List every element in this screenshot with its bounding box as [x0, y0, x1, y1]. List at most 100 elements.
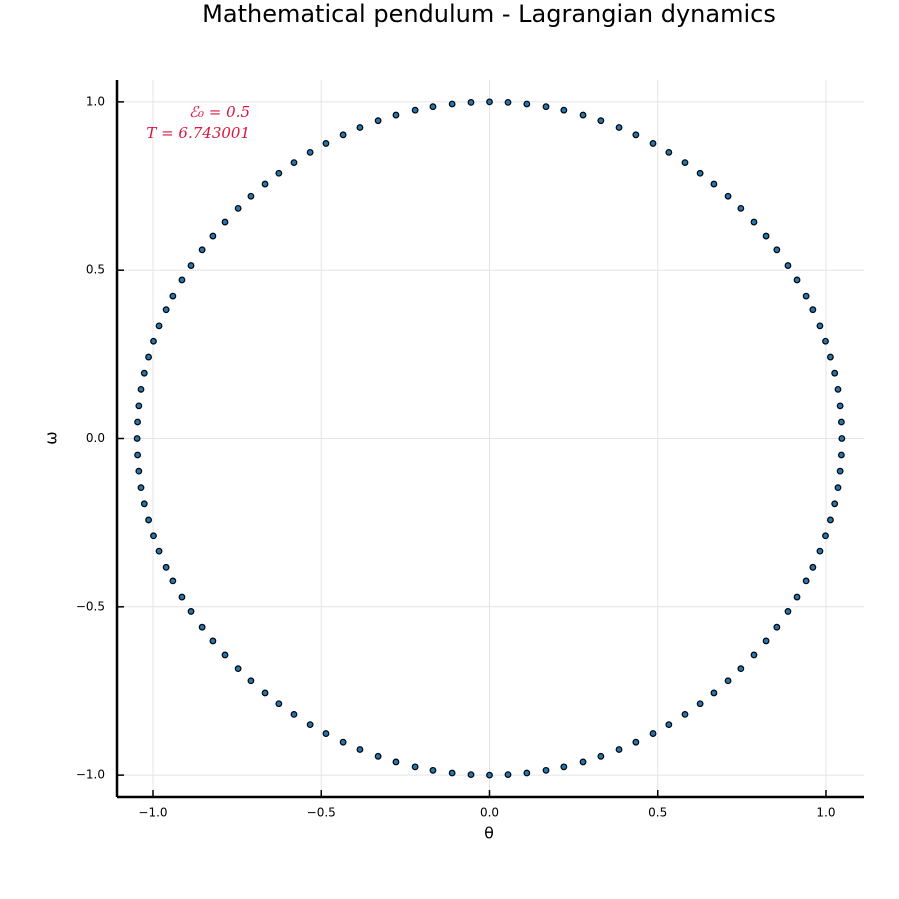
point [784, 262, 792, 269]
point [486, 98, 493, 106]
y-tick-label: 0.5 [86, 263, 105, 277]
point [306, 721, 314, 729]
point [374, 752, 382, 760]
point [234, 665, 242, 673]
point [665, 148, 673, 156]
point [187, 262, 195, 269]
point [275, 700, 283, 708]
point [681, 159, 689, 167]
point [665, 721, 673, 729]
point [322, 140, 330, 147]
point [306, 148, 314, 156]
x-tick-label: 0.0 [480, 806, 499, 820]
point [339, 131, 347, 139]
point [221, 218, 229, 226]
y-axis-label: ω [42, 431, 61, 444]
point [834, 484, 842, 492]
point [411, 763, 419, 771]
point [162, 563, 170, 571]
point [827, 353, 834, 361]
point [560, 106, 568, 114]
point [696, 169, 704, 177]
point [145, 516, 152, 524]
point [198, 623, 206, 631]
point [356, 746, 364, 753]
chart-title: Mathematical pendulum - Lagrangian dynam… [202, 0, 776, 28]
x-tick-label: −1.0 [138, 806, 167, 820]
point [809, 563, 817, 571]
point [632, 738, 640, 746]
point [816, 322, 824, 330]
x-tick-label: 1.0 [816, 806, 835, 820]
point [169, 577, 177, 585]
point [784, 608, 792, 615]
point [615, 124, 623, 131]
point [134, 451, 141, 459]
point [523, 100, 531, 108]
point [429, 766, 437, 774]
point [322, 730, 330, 737]
point [137, 484, 145, 492]
point [737, 204, 745, 212]
point [504, 98, 512, 106]
point [816, 547, 824, 555]
point [762, 232, 770, 240]
point [710, 180, 718, 188]
point [133, 435, 141, 442]
point [234, 204, 242, 212]
point [649, 730, 657, 737]
point [178, 276, 186, 284]
point [150, 337, 157, 345]
point [135, 402, 143, 410]
point [135, 467, 143, 475]
point [155, 547, 163, 555]
point [137, 385, 145, 393]
point [392, 111, 400, 119]
point [822, 532, 829, 540]
point [793, 276, 801, 284]
point [140, 369, 148, 377]
point [290, 710, 298, 718]
point [838, 435, 846, 442]
point [837, 418, 845, 426]
point [696, 700, 704, 708]
point [836, 467, 844, 475]
point [467, 771, 475, 779]
point [649, 140, 657, 147]
point [178, 593, 186, 601]
point [198, 246, 206, 254]
x-axis-label: θ [484, 824, 494, 843]
point [169, 292, 177, 300]
point [290, 159, 298, 167]
point [773, 623, 781, 631]
point [523, 769, 531, 777]
point [831, 500, 839, 508]
point [209, 232, 217, 240]
point [762, 637, 770, 645]
point [827, 516, 834, 524]
point [374, 117, 382, 125]
point [155, 322, 163, 330]
point [632, 131, 640, 139]
point [162, 306, 170, 314]
y-tick-label: −0.5 [76, 599, 105, 613]
point [392, 758, 400, 766]
x-tick-label: 0.5 [648, 806, 667, 820]
x-tick-label: −0.5 [307, 806, 336, 820]
point [802, 577, 810, 585]
point [339, 738, 347, 746]
point [467, 98, 475, 106]
point [560, 763, 568, 771]
point [793, 593, 801, 601]
point [429, 103, 437, 111]
point [597, 752, 605, 760]
point [809, 306, 817, 314]
point [275, 169, 283, 177]
point [247, 677, 255, 685]
point [145, 353, 152, 361]
point [411, 106, 419, 114]
point [486, 771, 493, 779]
point [681, 710, 689, 718]
point [134, 418, 141, 426]
